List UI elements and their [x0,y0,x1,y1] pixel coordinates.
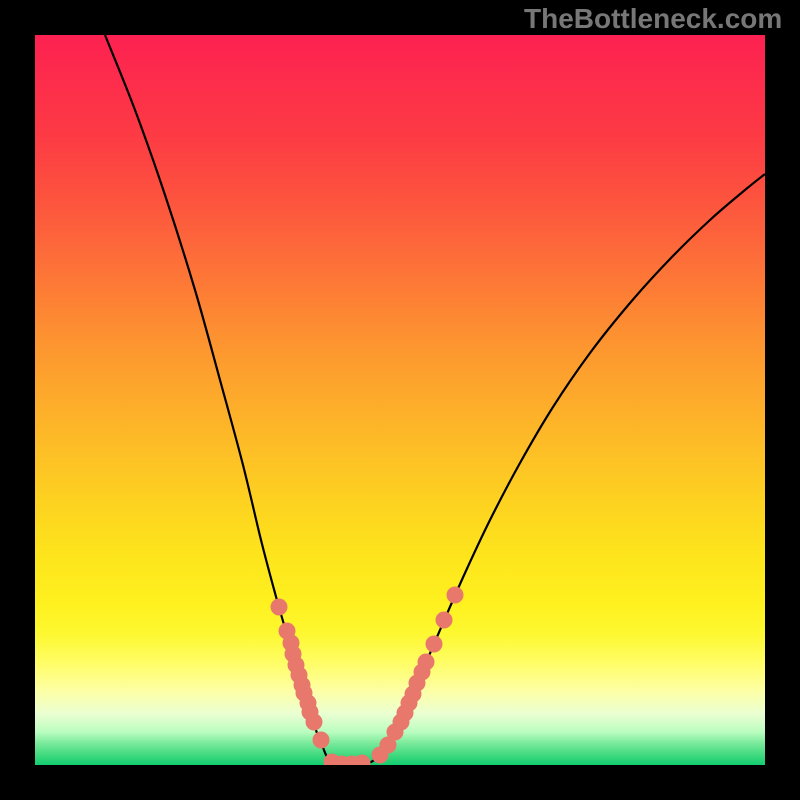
bead [436,612,453,629]
plot-area [35,35,765,765]
bead [306,714,323,731]
watermark-text: TheBottleneck.com [524,3,782,35]
bead [447,587,464,604]
chart-stage: TheBottleneck.com [0,0,800,800]
bead [418,654,435,671]
plot-svg [35,35,765,765]
bead [426,636,443,653]
plot-background [35,35,765,765]
bead [271,599,288,616]
bead [313,732,330,749]
